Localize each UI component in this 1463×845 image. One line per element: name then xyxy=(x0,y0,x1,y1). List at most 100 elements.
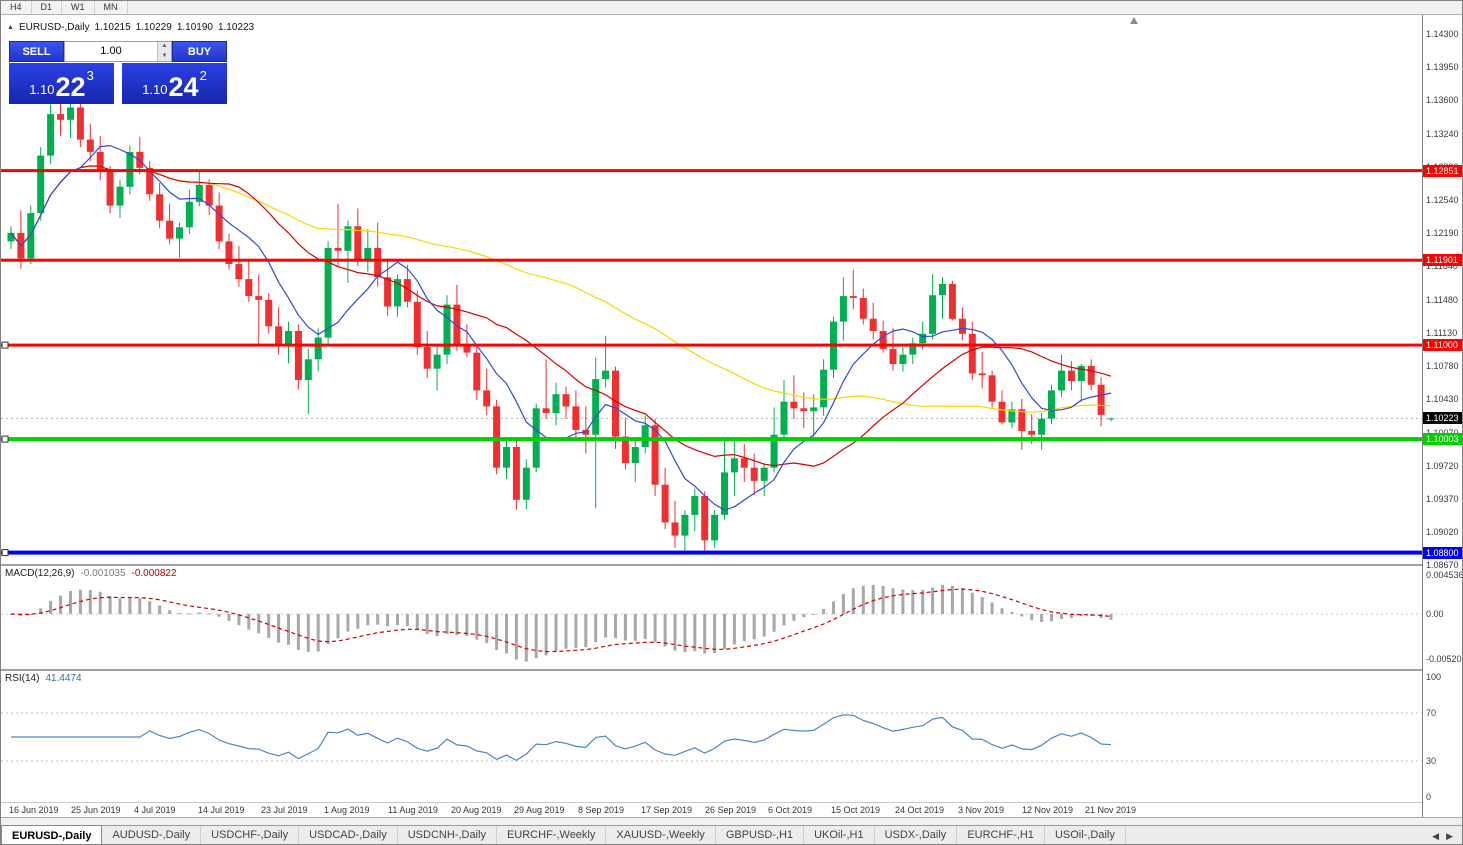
price-tick-label: 1.14300 xyxy=(1426,29,1459,39)
tabs-container: EURUSD-,Daily AUDUSD-,Daily USDCHF-,Daily U… xyxy=(1,825,1126,844)
rsi-title: RSI(14) 41.4474 xyxy=(5,673,82,684)
rsi-line xyxy=(11,714,1112,761)
ohlc-high: 1.10229 xyxy=(135,22,172,33)
price-tick-label: 1.11130 xyxy=(1426,328,1458,338)
tab-usdx-daily[interactable]: USDX-,Daily xyxy=(875,826,958,844)
macd-panel[interactable] xyxy=(1,566,1422,669)
level-line-1.08800[interactable] xyxy=(1,549,1422,557)
tab-scroll-right-button[interactable]: ▶ xyxy=(1446,830,1453,841)
level-line-1.10003[interactable] xyxy=(1,435,1422,443)
macd-label: MACD(12,26,9) xyxy=(5,568,75,579)
rsi-tick-label: 70 xyxy=(1426,708,1437,718)
price-tick-label: 1.13950 xyxy=(1426,62,1459,72)
level-price-badge: 1.11000 xyxy=(1423,339,1462,351)
tab-ukoil-h1[interactable]: UKOil-,H1 xyxy=(804,826,875,844)
price-scale[interactable]: 1.143001.139501.136001.132401.128901.125… xyxy=(1422,15,1462,817)
timeframe-toolbar: H4 D1 W1 MN xyxy=(1,1,1462,15)
price-tick-label: 1.11840 xyxy=(1426,261,1458,271)
macd-tick-label: 0.00 xyxy=(1426,609,1444,619)
candles[interactable] xyxy=(7,90,1115,554)
tab-xauusd-weekly[interactable]: XAUUSD-,Weekly xyxy=(606,826,716,844)
macd-title: MACD(12,26,9) -0.001035 -0.000822 xyxy=(5,568,177,579)
ma-mid-line xyxy=(10,165,1112,467)
rsi-canvas[interactable] xyxy=(1,671,1422,801)
level-line-1.11000[interactable] xyxy=(1,341,1422,349)
ask-prefix: 1.10 xyxy=(142,82,168,97)
chart-shift-marker[interactable] xyxy=(1130,17,1138,24)
date-tick-label: 16 Jun 2019 xyxy=(9,805,59,815)
date-axis[interactable]: 16 Jun 2019 25 Jun 2019 4 Jul 2019 14 Jul 2… xyxy=(1,802,1422,817)
level-price-badge: 1.08800 xyxy=(1423,547,1462,559)
bid-pipette: 3 xyxy=(86,68,94,83)
horizontal-scrollbar[interactable] xyxy=(1,817,1462,825)
rsi-value: 41.4474 xyxy=(45,673,82,684)
current-price-badge: 1.10223 xyxy=(1423,412,1462,424)
one-click-trading-panel: SELL 1.00 ▲ ▼ BUY 1.10 22 3 1.10 24 2 xyxy=(9,41,227,104)
macd-signal-line xyxy=(10,588,1112,653)
price-tick-label: 1.10780 xyxy=(1426,361,1459,371)
price-tick-label: 1.13600 xyxy=(1426,95,1459,105)
tab-scroll-left-button[interactable]: ◀ xyxy=(1432,830,1440,841)
buy-price-box[interactable]: 1.10 24 2 xyxy=(122,63,227,104)
one-click-collapse-icon[interactable]: ▲ xyxy=(7,24,14,31)
buy-button[interactable]: BUY xyxy=(172,41,227,62)
macd-histogram xyxy=(9,584,1113,662)
macd-canvas[interactable] xyxy=(1,566,1422,669)
date-tick-label: 29 Aug 2019 xyxy=(514,805,565,815)
level-line-1.12851[interactable] xyxy=(1,169,1422,173)
volume-up-icon[interactable]: ▲ xyxy=(158,42,171,52)
price-tick-label: 1.12190 xyxy=(1426,228,1459,238)
ask-big-digits: 24 xyxy=(168,72,199,102)
sell-price-box[interactable]: 1.10 22 3 xyxy=(9,63,114,104)
tab-usdcad-daily[interactable]: USDCAD-,Daily xyxy=(299,826,398,844)
volume-down-icon[interactable]: ▼ xyxy=(158,51,171,61)
price-tick-label: 1.08670 xyxy=(1426,560,1459,570)
rsi-tick-label: 100 xyxy=(1426,672,1442,682)
tab-gbpusd-h1[interactable]: GBPUSD-,H1 xyxy=(716,826,805,844)
rsi-tick-label: 30 xyxy=(1426,756,1437,766)
sell-button[interactable]: SELL xyxy=(9,41,64,62)
price-tick-label: 1.13240 xyxy=(1426,129,1459,139)
tab-audusd-daily[interactable]: AUDUSD-,Daily xyxy=(102,826,202,844)
ohlc-close: 1.10223 xyxy=(217,22,255,33)
panel-separator[interactable] xyxy=(1,669,1462,671)
date-tick-label: 21 Nov 2019 xyxy=(1085,805,1137,815)
date-tick-label: 12 Nov 2019 xyxy=(1022,805,1074,815)
timeframe-mn[interactable]: MN xyxy=(95,1,128,14)
tab-usdcnh-daily[interactable]: USDCNH-,Daily xyxy=(398,826,497,844)
price-chart-canvas[interactable] xyxy=(1,15,1422,564)
tab-eurchf-weekly[interactable]: EURCHF-,Weekly xyxy=(497,826,607,844)
level-line-1.11901[interactable] xyxy=(1,258,1422,262)
volume-spinner[interactable]: ▲ ▼ xyxy=(157,42,171,61)
panel-separator[interactable] xyxy=(1,564,1462,566)
tab-usdchf-daily[interactable]: USDCHF-,Daily xyxy=(201,826,300,844)
rsi-tick-label: 0 xyxy=(1426,792,1432,802)
rsi-panel[interactable] xyxy=(1,671,1422,801)
price-tick-label: 1.12540 xyxy=(1426,195,1459,205)
tab-scroll-arrows: ◀ ▶ xyxy=(1423,826,1462,844)
ohlc-open: 1.10215 xyxy=(94,22,131,33)
tab-eurusd-daily[interactable]: EURUSD-,Daily xyxy=(1,825,103,844)
date-tick-label: 25 Jun 2019 xyxy=(71,805,121,815)
macd-main-value: -0.001035 xyxy=(80,568,126,579)
date-tick-label: 8 Sep 2019 xyxy=(578,805,625,815)
date-tick-label: 24 Oct 2019 xyxy=(895,805,945,815)
volume-input[interactable]: 1.00 ▲ ▼ xyxy=(64,41,172,62)
date-tick-label: 4 Jul 2019 xyxy=(134,805,176,815)
tab-eurchf-h1[interactable]: EURCHF-,H1 xyxy=(957,826,1045,844)
tab-usoil-daily[interactable]: USOil-,Daily xyxy=(1045,826,1126,844)
timeframe-h4[interactable]: H4 xyxy=(1,1,32,14)
bid-big-digits: 22 xyxy=(55,72,86,102)
date-tick-label: 14 Jul 2019 xyxy=(198,805,245,815)
price-panel[interactable] xyxy=(1,15,1422,564)
volume-value[interactable]: 1.00 xyxy=(100,45,122,57)
ma-fast-line xyxy=(10,144,1112,511)
date-tick-label: 1 Aug 2019 xyxy=(324,805,370,815)
macd-signal-value: -0.000822 xyxy=(131,568,177,579)
ask-pipette: 2 xyxy=(199,68,207,83)
date-tick-label: 11 Aug 2019 xyxy=(388,805,438,815)
chart-tab-bar: EURUSD-,Daily AUDUSD-,Daily USDCHF-,Daily U… xyxy=(1,825,1462,844)
timeframe-w1[interactable]: W1 xyxy=(62,1,95,14)
timeframe-d1[interactable]: D1 xyxy=(32,1,63,14)
date-tick-label: 26 Sep 2019 xyxy=(705,805,757,815)
